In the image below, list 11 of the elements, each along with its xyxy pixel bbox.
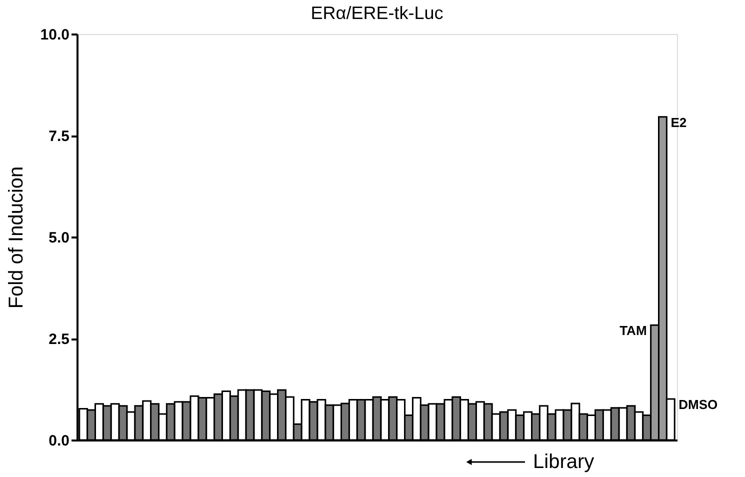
y-tick-label: 7.5 [48, 128, 70, 145]
y-tick-label: 10.0 [40, 26, 70, 44]
text: Library [533, 451, 594, 473]
y-tick-label: 2.5 [48, 331, 70, 348]
y-tick-label: 5.0 [48, 230, 70, 246]
annotation: TAM [620, 323, 647, 338]
annotation: E2 [670, 114, 687, 130]
text: DMSO [678, 396, 718, 412]
y-axis-title: Fold of Inducion [5, 166, 28, 309]
y-tick-label: 0.0 [48, 432, 70, 450]
chart-title: ERα/ERE-tk-Luc [310, 3, 444, 23]
